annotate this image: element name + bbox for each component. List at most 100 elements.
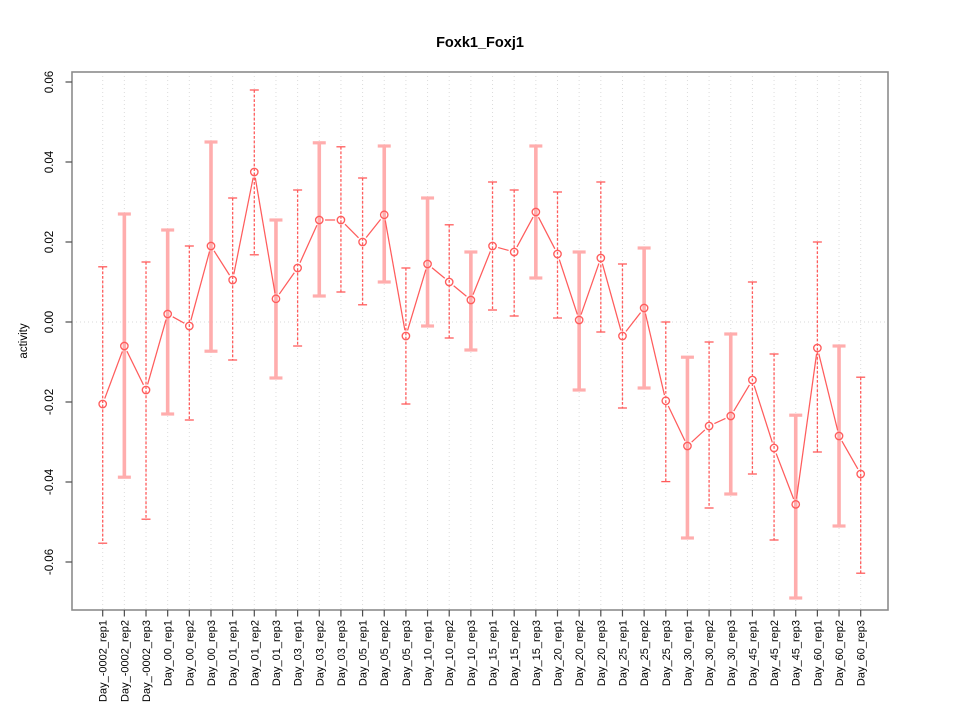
category-label: Day_10_rep3 (466, 620, 478, 686)
data-point (206, 241, 216, 251)
category-label: Day_05_rep1 (358, 620, 370, 686)
category-label: Day_60_rep1 (812, 620, 824, 686)
series-line-segment (580, 263, 600, 315)
category-label: Day_01_rep1 (228, 620, 240, 686)
series-line-segment (625, 312, 642, 332)
data-point (509, 247, 519, 257)
category-label: Day_60_rep3 (856, 620, 868, 686)
category-label: Day_15_rep3 (531, 620, 543, 686)
category-label: Day_00_rep3 (206, 620, 218, 686)
series-line-segment (172, 316, 185, 324)
y-tick-label: 0.04 (44, 150, 56, 173)
category-label: Day_25_rep3 (661, 620, 673, 686)
data-point (184, 321, 194, 331)
data-point (358, 237, 367, 247)
series-line-segment (431, 267, 446, 279)
category-label: Day_30_rep3 (726, 620, 738, 686)
category-label: Day_25_rep2 (639, 620, 651, 686)
series-line-segment (344, 223, 359, 239)
series-line-segment (818, 353, 839, 431)
series-line-segment (691, 429, 706, 443)
series-line-segment (795, 353, 818, 499)
category-label: Day_30_rep2 (704, 620, 716, 686)
y-axis-label: activity (18, 323, 30, 358)
y-tick-label: 0.02 (44, 231, 56, 253)
data-point (466, 295, 476, 305)
series-line-segment (365, 218, 382, 238)
series-line-segment (233, 177, 254, 275)
category-label: Day_00_rep2 (184, 620, 196, 686)
data-point (336, 215, 346, 225)
category-label: Day_05_rep3 (401, 620, 413, 686)
series-line-segment (472, 251, 491, 295)
data-point (704, 421, 714, 431)
data-point (683, 441, 692, 451)
data-point (618, 331, 627, 341)
data-point (249, 167, 259, 177)
series-line-segment (384, 220, 406, 331)
data-point (596, 253, 606, 263)
series-line-segment (714, 417, 726, 425)
category-label: Day_03_rep2 (314, 620, 326, 686)
category-label: Day_03_rep3 (336, 620, 348, 686)
category-label: Day_-0002_rep3 (141, 620, 153, 702)
category-label: Day_45_rep1 (747, 620, 759, 686)
category-label: Day_20_rep3 (596, 620, 608, 686)
category-label: Day_05_rep2 (379, 620, 391, 686)
category-label: Day_-0002_rep2 (119, 620, 131, 702)
data-point (293, 263, 302, 273)
data-point (119, 341, 129, 351)
y-tick-label: 0.06 (44, 71, 56, 93)
data-point (553, 249, 562, 259)
category-label: Day_45_rep3 (791, 620, 803, 686)
category-label: Day_10_rep2 (444, 620, 456, 686)
chart-title: Foxk1_Foxj1 (436, 35, 524, 51)
data-point (813, 343, 822, 353)
series-line-segment (147, 319, 167, 385)
data-point (531, 207, 541, 217)
category-label: Day_30_rep1 (682, 620, 694, 686)
category-label: Day_15_rep2 (509, 620, 521, 686)
category-label: Day_00_rep1 (163, 620, 175, 686)
data-point (834, 431, 844, 441)
series-line-segment (558, 259, 578, 315)
category-label: Day_01_rep3 (271, 620, 283, 686)
data-point (141, 385, 151, 395)
category-label: Day_-0002_rep1 (98, 620, 110, 702)
category-label: Day_15_rep1 (488, 620, 500, 686)
category-label: Day_10_rep1 (423, 620, 435, 686)
series-line-segment (841, 440, 859, 470)
data-point (98, 399, 108, 409)
category-label: Day_45_rep2 (769, 620, 781, 686)
data-point (769, 443, 779, 453)
data-point (271, 294, 281, 304)
data-point (379, 210, 389, 220)
series-line-segment (213, 250, 231, 276)
data-point (726, 411, 736, 421)
category-label: Day_01_rep2 (249, 620, 261, 686)
plot-generated-content: 0.06 0.04 0.02 0.00 -0.02 -0.04 -0.06 Day_-0002… (44, 71, 889, 702)
category-label: Day_20_rep1 (552, 620, 564, 686)
series-line-segment (453, 285, 467, 297)
plot-frame (71, 71, 889, 611)
series-line-segment (190, 251, 211, 321)
y-tick-label: -0.06 (44, 549, 56, 575)
data-point (423, 259, 432, 269)
data-point (748, 375, 757, 385)
data-point (228, 275, 238, 285)
series-line-segment (601, 263, 622, 331)
y-tick-label: -0.02 (44, 389, 56, 415)
series-line-segment (254, 177, 276, 294)
series-line-segment (278, 272, 295, 295)
series-line-segment (537, 216, 556, 250)
data-point (163, 309, 173, 319)
series-line-segment (667, 405, 686, 442)
series-line-segment (753, 385, 773, 443)
data-point (444, 277, 454, 287)
data-point (574, 315, 584, 325)
series-line-segment (406, 269, 427, 331)
series-line-segment (104, 351, 123, 399)
series-line-segment (775, 453, 795, 500)
